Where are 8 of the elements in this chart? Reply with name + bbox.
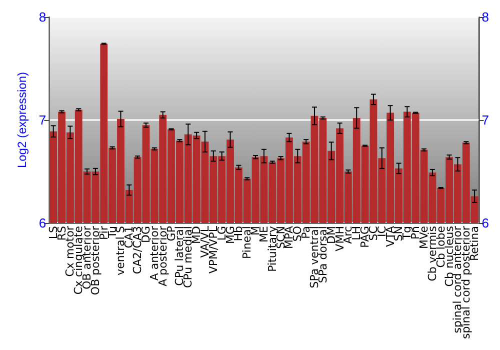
y-tick-label: 7: [38, 112, 46, 128]
y-tick-label: 8: [38, 10, 46, 24]
x-tick-label: Retina: [468, 226, 482, 262]
y-axis-title: Log2 (expression): [15, 72, 29, 168]
y2-tick-label: 6: [482, 216, 490, 231]
y2-tick-label: 7: [482, 112, 490, 128]
y-tick-label: 6: [38, 216, 46, 231]
y2-tick-label: 8: [482, 10, 490, 24]
